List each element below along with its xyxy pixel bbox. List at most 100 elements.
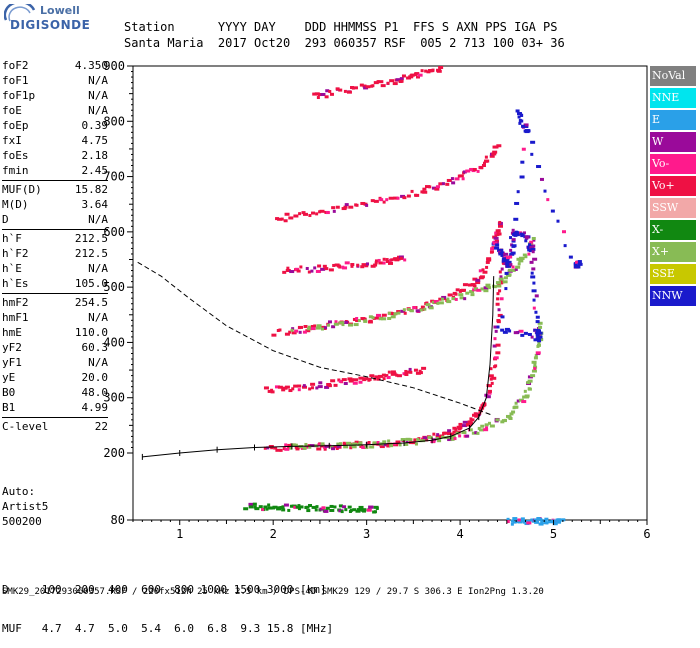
param-key: h`Es bbox=[2, 277, 29, 290]
echo-mark bbox=[493, 337, 497, 341]
echo-mark bbox=[492, 344, 497, 348]
echo-mark bbox=[282, 270, 287, 274]
echo-mark bbox=[336, 444, 341, 448]
echo-mark bbox=[531, 360, 537, 364]
echo-mark bbox=[452, 430, 458, 434]
echo-mark bbox=[517, 115, 521, 119]
echo-mark bbox=[514, 201, 520, 205]
echo-mark bbox=[428, 306, 434, 310]
trace-f2-o bbox=[263, 248, 508, 452]
echo-mark bbox=[434, 187, 440, 191]
echo-mark bbox=[397, 311, 401, 315]
echo-mark bbox=[350, 263, 355, 267]
echo-mark bbox=[395, 373, 399, 377]
param-row: fxI 4.75 bbox=[2, 133, 108, 148]
echo-mark bbox=[291, 331, 297, 335]
echo-mark bbox=[281, 508, 286, 512]
echo-mark bbox=[315, 326, 321, 330]
echo-mark bbox=[273, 446, 278, 450]
echo-mark bbox=[534, 310, 538, 314]
echo-mark bbox=[289, 446, 293, 450]
echo-mark bbox=[421, 437, 426, 441]
param-key: foF1 bbox=[2, 74, 29, 87]
echo-mark bbox=[493, 325, 497, 329]
echo-mark bbox=[360, 201, 366, 205]
echo-mark bbox=[299, 265, 303, 269]
echo-mark bbox=[403, 258, 407, 262]
echo-mark bbox=[522, 231, 526, 235]
x-tick-label: 3 bbox=[363, 527, 370, 541]
echo-mark bbox=[415, 193, 420, 197]
echo-mark bbox=[324, 95, 329, 99]
echo-mark bbox=[371, 84, 375, 88]
echo-mark bbox=[462, 420, 468, 424]
echo-mark bbox=[479, 408, 483, 412]
echo-mark bbox=[476, 431, 480, 435]
echo-mark bbox=[527, 248, 531, 252]
echo-mark bbox=[526, 521, 532, 525]
trace-f2-x-2hop bbox=[290, 236, 536, 334]
y-tick-label: 500 bbox=[103, 280, 125, 294]
echo-mark bbox=[248, 505, 254, 509]
echo-mark bbox=[294, 267, 299, 271]
echo-mark bbox=[493, 365, 497, 369]
echo-mark bbox=[365, 442, 369, 446]
echo-mark bbox=[331, 206, 336, 210]
param-value: N/A bbox=[88, 104, 108, 117]
param-row: h`F 212.5 bbox=[2, 231, 108, 246]
echo-mark bbox=[338, 265, 342, 269]
echo-mark bbox=[519, 175, 525, 179]
echo-mark bbox=[415, 309, 421, 313]
echo-mark bbox=[379, 445, 385, 449]
echo-mark bbox=[354, 440, 359, 444]
echo-mark bbox=[552, 522, 558, 526]
param-row: MUF(D) 15.82 bbox=[2, 182, 108, 197]
echo-mark bbox=[494, 145, 499, 149]
echo-mark bbox=[310, 382, 316, 386]
echo-mark bbox=[331, 325, 336, 329]
echo-mark bbox=[489, 377, 493, 381]
echo-mark bbox=[422, 187, 427, 191]
echo-mark bbox=[484, 423, 489, 427]
autoscaling-info: Auto: Artist5 500200 bbox=[2, 484, 48, 529]
echo-mark bbox=[478, 428, 484, 432]
echo-mark bbox=[521, 124, 526, 128]
echo-mark bbox=[517, 231, 521, 235]
echo-mark bbox=[263, 505, 268, 509]
echo-mark bbox=[479, 406, 485, 410]
param-value: 212.5 bbox=[74, 232, 108, 245]
echo-mark bbox=[277, 217, 283, 221]
echo-mark bbox=[409, 309, 414, 313]
echo-mark bbox=[530, 247, 536, 251]
echo-mark bbox=[385, 198, 389, 202]
echo-mark bbox=[510, 522, 514, 526]
echo-mark bbox=[438, 301, 444, 305]
echo-mark bbox=[413, 368, 418, 372]
echo-mark bbox=[472, 168, 477, 172]
echo-mark bbox=[435, 436, 439, 440]
echo-mark bbox=[263, 446, 267, 450]
echo-mark bbox=[374, 259, 380, 263]
echo-mark bbox=[467, 420, 473, 424]
echo-mark bbox=[325, 506, 330, 510]
echo-mark bbox=[381, 373, 386, 377]
trace-f2-x bbox=[284, 321, 544, 451]
echo-mark bbox=[508, 329, 512, 333]
legend-item-nne: NNE bbox=[650, 88, 696, 108]
echo-mark bbox=[433, 299, 439, 303]
y-tick-label: 300 bbox=[103, 391, 125, 405]
echo-mark bbox=[527, 379, 533, 383]
echo-mark bbox=[352, 508, 357, 512]
echo-mark bbox=[472, 277, 478, 281]
echo-mark bbox=[316, 96, 320, 100]
echo-mark bbox=[492, 241, 498, 245]
echo-mark bbox=[575, 260, 581, 264]
param-value: N/A bbox=[88, 89, 108, 102]
echo-mark bbox=[377, 258, 381, 262]
echo-mark bbox=[423, 307, 427, 311]
echo-mark bbox=[390, 258, 394, 262]
echo-mark bbox=[392, 82, 398, 86]
echo-mark bbox=[461, 177, 465, 181]
echo-mark bbox=[538, 522, 544, 526]
echo-mark bbox=[339, 321, 345, 325]
